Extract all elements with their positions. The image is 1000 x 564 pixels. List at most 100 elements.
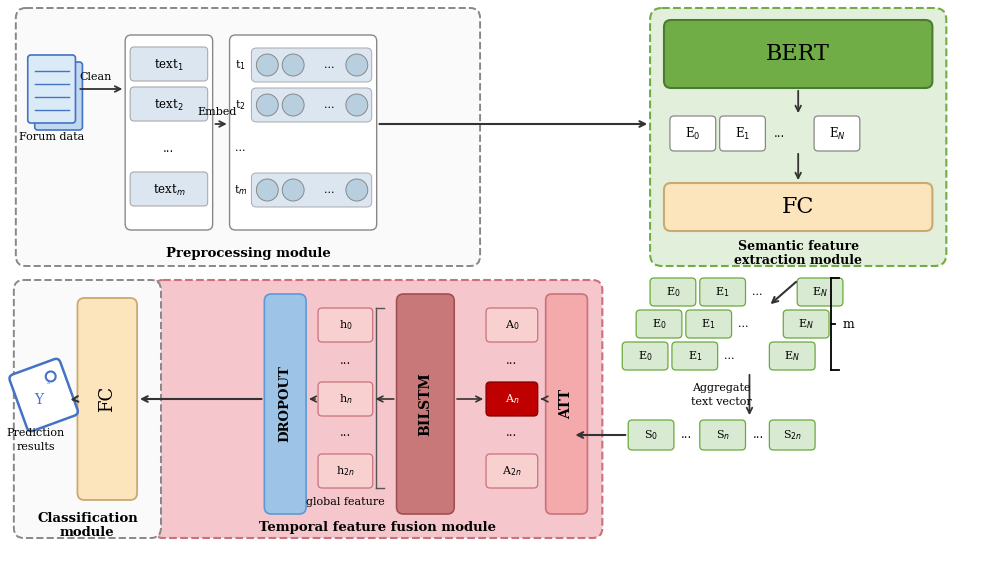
Text: E$_N$: E$_N$ (829, 125, 845, 142)
Text: S$_{2n}$: S$_{2n}$ (783, 428, 802, 442)
FancyBboxPatch shape (628, 420, 674, 450)
Circle shape (256, 179, 278, 201)
Circle shape (346, 94, 368, 116)
Text: text$_1$: text$_1$ (154, 58, 184, 73)
Text: ...: ... (738, 319, 749, 329)
FancyBboxPatch shape (35, 62, 82, 130)
FancyBboxPatch shape (230, 35, 377, 230)
Text: ATT: ATT (560, 389, 574, 419)
FancyBboxPatch shape (251, 173, 372, 207)
FancyBboxPatch shape (251, 48, 372, 82)
FancyBboxPatch shape (16, 8, 480, 266)
FancyBboxPatch shape (318, 454, 373, 488)
Text: DROPOUT: DROPOUT (279, 365, 292, 442)
Text: Embed: Embed (197, 107, 236, 117)
FancyBboxPatch shape (636, 310, 682, 338)
Circle shape (46, 372, 56, 381)
Circle shape (256, 54, 278, 76)
FancyBboxPatch shape (797, 278, 843, 306)
Text: Preprocessing module: Preprocessing module (166, 248, 330, 261)
Text: FC: FC (98, 386, 116, 412)
FancyBboxPatch shape (130, 87, 208, 121)
Text: A$_0$: A$_0$ (505, 318, 519, 332)
Text: E$_1$: E$_1$ (715, 285, 730, 299)
FancyBboxPatch shape (664, 20, 932, 88)
Text: FC: FC (782, 196, 814, 218)
Text: E$_1$: E$_1$ (701, 317, 716, 331)
Text: text$_m$: text$_m$ (153, 182, 185, 197)
Text: ...: ... (774, 127, 785, 140)
FancyBboxPatch shape (130, 172, 208, 206)
Text: BERT: BERT (766, 43, 830, 65)
FancyBboxPatch shape (251, 88, 372, 122)
Text: h$_{2n}$: h$_{2n}$ (336, 464, 355, 478)
Text: S$_n$: S$_n$ (716, 428, 730, 442)
Text: E$_N$: E$_N$ (812, 285, 828, 299)
Text: E$_0$: E$_0$ (666, 285, 680, 299)
Circle shape (282, 94, 304, 116)
FancyBboxPatch shape (783, 310, 829, 338)
FancyBboxPatch shape (486, 308, 538, 342)
FancyBboxPatch shape (14, 280, 161, 538)
Text: extraction module: extraction module (734, 253, 862, 267)
FancyBboxPatch shape (670, 116, 716, 151)
FancyBboxPatch shape (318, 308, 373, 342)
Text: results: results (16, 442, 55, 452)
FancyBboxPatch shape (28, 55, 75, 123)
Text: text$_2$: text$_2$ (154, 98, 184, 113)
Text: ...: ... (340, 425, 351, 438)
FancyBboxPatch shape (486, 454, 538, 488)
Text: E$_0$: E$_0$ (685, 125, 700, 142)
Text: E$_1$: E$_1$ (735, 125, 750, 142)
FancyBboxPatch shape (264, 294, 306, 514)
Text: E$_0$: E$_0$ (638, 349, 652, 363)
Text: ...: ... (753, 429, 764, 442)
Text: global feature: global feature (306, 497, 385, 507)
FancyBboxPatch shape (486, 382, 538, 416)
Text: E$_N$: E$_N$ (798, 317, 814, 331)
Text: ...: ... (681, 429, 692, 442)
Text: ...: ... (324, 60, 334, 70)
FancyBboxPatch shape (650, 8, 946, 266)
FancyBboxPatch shape (397, 294, 454, 514)
FancyBboxPatch shape (318, 382, 373, 416)
Text: Semantic feature: Semantic feature (738, 240, 859, 253)
FancyBboxPatch shape (686, 310, 732, 338)
Text: Aggregate: Aggregate (692, 383, 751, 393)
Circle shape (346, 179, 368, 201)
FancyBboxPatch shape (700, 420, 746, 450)
Text: BILSTM: BILSTM (418, 372, 432, 436)
FancyBboxPatch shape (77, 298, 137, 500)
FancyBboxPatch shape (769, 420, 815, 450)
Text: ...: ... (724, 351, 735, 361)
FancyBboxPatch shape (650, 278, 696, 306)
Text: E$_1$: E$_1$ (688, 349, 702, 363)
Text: A$_n$: A$_n$ (505, 392, 519, 406)
FancyBboxPatch shape (720, 116, 765, 151)
FancyBboxPatch shape (672, 342, 718, 370)
Text: ...: ... (324, 185, 334, 195)
Text: E$_0$: E$_0$ (652, 317, 666, 331)
Text: h$_0$: h$_0$ (339, 318, 352, 332)
Text: ...: ... (340, 354, 351, 367)
FancyBboxPatch shape (153, 280, 602, 538)
Text: ...: ... (324, 100, 334, 110)
Text: t$_1$: t$_1$ (235, 58, 246, 72)
FancyBboxPatch shape (125, 35, 213, 230)
Text: E$_N$: E$_N$ (784, 349, 800, 363)
Circle shape (282, 54, 304, 76)
Circle shape (346, 54, 368, 76)
Text: t$_m$: t$_m$ (234, 183, 247, 197)
Text: Forum data: Forum data (19, 132, 84, 142)
Text: Classification: Classification (37, 512, 138, 525)
Text: A$_{2n}$: A$_{2n}$ (502, 464, 522, 478)
Text: ...: ... (163, 142, 175, 155)
Text: ...: ... (506, 354, 518, 367)
FancyBboxPatch shape (700, 278, 746, 306)
Text: S$_0$: S$_0$ (644, 428, 658, 442)
Text: module: module (60, 526, 115, 539)
FancyBboxPatch shape (622, 342, 668, 370)
Text: h$_n$: h$_n$ (339, 392, 352, 406)
Text: ...: ... (235, 143, 246, 153)
FancyBboxPatch shape (814, 116, 860, 151)
